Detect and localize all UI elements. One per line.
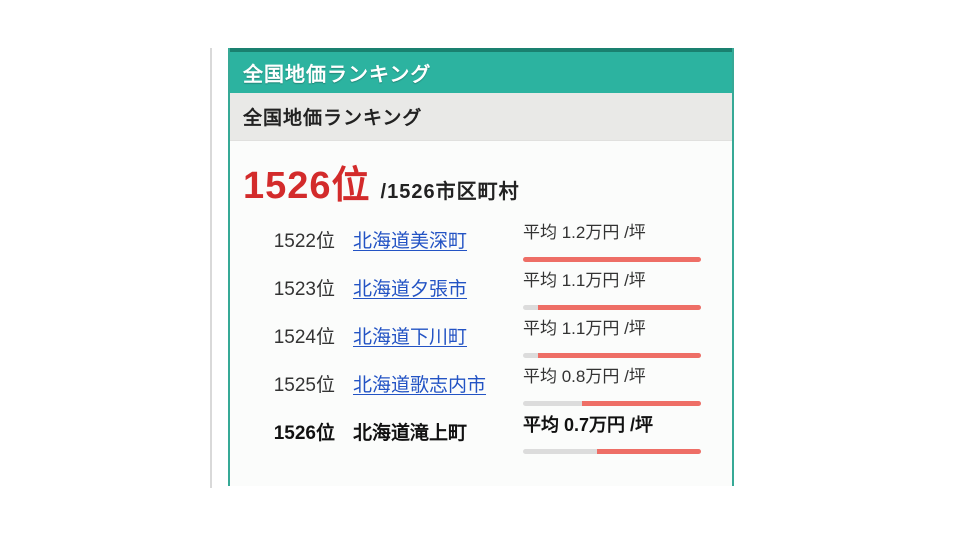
row-rank: 1523位 [273,278,335,300]
municipality-link[interactable]: 北海道歌志内市 [353,374,487,396]
average-price: 平均 0.7万円 /坪 [523,415,654,435]
price-bar-fill [537,305,701,310]
row-value-block: 平均 0.8万円 /坪 [523,364,703,406]
page-column-divider [210,48,212,488]
row-rank: 1526位 [273,422,335,444]
price-bar-track [523,305,701,310]
price-bar-fill [582,401,701,406]
ranking-row-1522: 1522位 北海道美深町 平均 1.2万円 /坪 [230,215,732,263]
ranking-list: 1522位 北海道美深町 平均 1.2万円 /坪 1523位 北海道夕張市 平均… [230,215,732,455]
municipality-link[interactable]: 北海道下川町 [353,326,468,348]
row-value-block: 平均 1.2万円 /坪 [523,220,703,262]
price-bar-track [523,353,701,358]
row-value-block: 平均 0.7万円 /坪 [523,412,703,454]
panel-header: 全国地価ランキング [230,48,732,93]
price-bar-fill [523,257,701,262]
municipality-link[interactable]: 北海道美深町 [353,230,468,252]
land-price-ranking-panel: 全国地価ランキング 全国地価ランキング 1526位 /1526市区町村 1522… [228,48,734,486]
ranking-row-1524: 1524位 北海道下川町 平均 1.1万円 /坪 [230,311,732,359]
ranking-row-1526-current: 1526位 北海道滝上町 平均 0.7万円 /坪 [230,407,732,455]
ranking-row-1525: 1525位 北海道歌志内市 平均 0.8万円 /坪 [230,359,732,407]
panel-title: 全国地価ランキング [243,64,432,86]
price-bar-fill [537,353,701,358]
municipality-link[interactable]: 北海道夕張市 [353,278,468,300]
row-rank: 1525位 [273,374,335,396]
ranking-row-1523: 1523位 北海道夕張市 平均 1.1万円 /坪 [230,263,732,311]
rank-total: /1526市区町村 [380,181,520,203]
panel-subheader: 全国地価ランキング [230,93,732,141]
row-rank: 1524位 [273,326,335,348]
price-bar-track [523,257,701,262]
price-bar-track [523,449,701,454]
municipality-name-current: 北海道滝上町 [353,422,468,444]
rank-summary: 1526位 /1526市区町村 [230,141,732,215]
row-rank: 1522位 [273,230,335,252]
row-value-block: 平均 1.1万円 /坪 [523,316,703,358]
price-bar-fill [597,449,701,454]
current-rank-value: 1526位 [243,165,371,207]
average-price: 平均 1.2万円 /坪 [523,223,646,242]
panel-subtitle: 全国地価ランキング [243,108,423,129]
average-price: 平均 1.1万円 /坪 [523,319,646,338]
average-price: 平均 0.8万円 /坪 [523,367,646,386]
row-value-block: 平均 1.1万円 /坪 [523,268,703,310]
average-price: 平均 1.1万円 /坪 [523,271,646,290]
price-bar-track [523,401,701,406]
